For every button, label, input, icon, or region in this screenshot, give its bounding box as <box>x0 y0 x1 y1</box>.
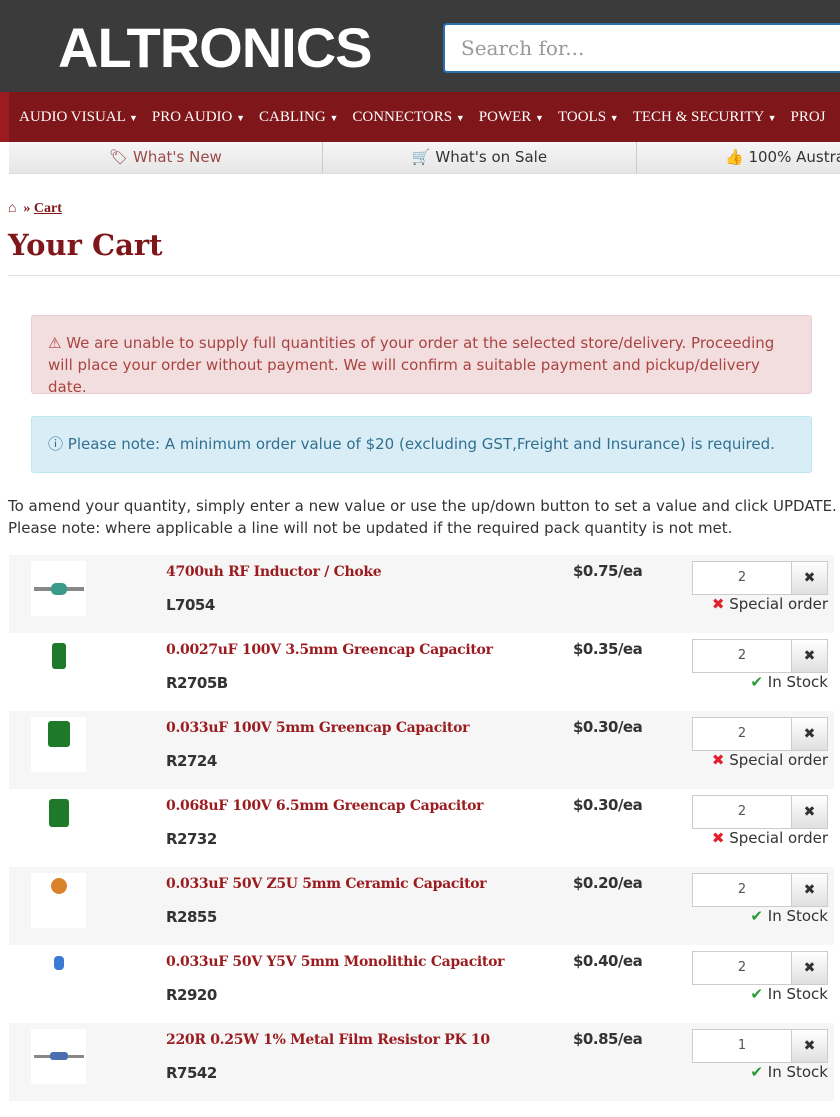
product-code: R2855 <box>166 908 217 926</box>
quantity-input[interactable]: 2 <box>692 873 792 907</box>
check-icon: ✔ <box>750 1063 763 1081</box>
product-name-link[interactable]: 0.033uF 100V 5mm Greencap Capacitor <box>166 720 470 736</box>
product-image[interactable] <box>31 1029 86 1084</box>
product-code: R2724 <box>166 752 217 770</box>
product-image[interactable] <box>31 717 86 772</box>
stock-status: ✔ In Stock <box>750 673 828 691</box>
unit-price: $0.75/ea <box>573 562 643 580</box>
remove-button[interactable]: ✖ <box>791 951 828 985</box>
x-icon: ✖ <box>711 829 725 847</box>
remove-button[interactable]: ✖ <box>791 561 828 595</box>
nav-audio-visual[interactable]: AUDIO VISUAL ▼ <box>19 108 138 125</box>
whats-on-sale-link[interactable]: 🛒 What's on Sale <box>323 142 637 173</box>
product-image[interactable] <box>31 561 86 616</box>
product-name-link[interactable]: 220R 0.25W 1% Metal Film Resistor PK 10 <box>166 1032 490 1048</box>
australian-link[interactable]: 👍 100% Austral <box>725 148 840 166</box>
product-code: R2920 <box>166 986 217 1004</box>
remove-icon: ✖ <box>803 882 816 898</box>
remove-icon: ✖ <box>803 648 816 664</box>
cart-row: 0.033uF 50V Z5U 5mm Ceramic Capacitor R2… <box>9 867 834 945</box>
main-nav: AUDIO VISUAL ▼ PRO AUDIO ▼ CABLING ▼ CON… <box>0 92 840 142</box>
unit-price: $0.85/ea <box>573 1030 643 1048</box>
cart-icon: 🛒 <box>411 148 431 166</box>
product-code: L7054 <box>166 596 215 614</box>
quantity-input[interactable]: 2 <box>692 795 792 829</box>
breadcrumb: ⌂ » Cart <box>8 201 62 216</box>
check-icon: ✔ <box>750 907 763 925</box>
stock-status: ✖ Special order <box>711 595 828 613</box>
product-name-link[interactable]: 0.0027uF 100V 3.5mm Greencap Capacitor <box>166 642 493 658</box>
nav-tech-security[interactable]: TECH & SECURITY ▼ <box>632 108 777 125</box>
product-image[interactable] <box>31 639 86 694</box>
tags-icon: 🏷 <box>109 148 129 166</box>
sub-nav: 🏷 What's New 🛒 What's on Sale 👍 100% Aus… <box>9 142 840 174</box>
cart-row: 220R 0.25W 1% Metal Film Resistor PK 10 … <box>9 1023 834 1101</box>
warning-icon: ⚠ <box>48 334 62 352</box>
whats-new-link[interactable]: 🏷 What's New <box>9 142 323 173</box>
check-icon: ✔ <box>750 985 763 1003</box>
quantity-input[interactable]: 2 <box>692 717 792 751</box>
unit-price: $0.35/ea <box>573 640 643 658</box>
unit-price: $0.20/ea <box>573 874 643 892</box>
instructions: To amend your quantity, simply enter a n… <box>8 497 837 537</box>
info-alert: ⓘ Please note: A minimum order value of … <box>31 416 812 473</box>
nav-pro-audio[interactable]: PRO AUDIO ▼ <box>151 108 246 125</box>
search-input[interactable]: Search for... <box>443 23 840 73</box>
cart-row: 0.0027uF 100V 3.5mm Greencap Capacitor R… <box>9 633 834 711</box>
product-name-link[interactable]: 4700uh RF Inductor / Choke <box>166 564 382 580</box>
remove-icon: ✖ <box>803 960 816 976</box>
stock-status: ✔ In Stock <box>750 907 828 925</box>
stock-status: ✖ Special order <box>711 829 828 847</box>
remove-button[interactable]: ✖ <box>791 717 828 751</box>
cart-row: 0.068uF 100V 6.5mm Greencap Capacitor R2… <box>9 789 834 867</box>
unit-price: $0.30/ea <box>573 718 643 736</box>
remove-icon: ✖ <box>803 570 816 586</box>
product-code: R2732 <box>166 830 217 848</box>
divider <box>8 275 840 276</box>
unit-price: $0.30/ea <box>573 796 643 814</box>
nav-cabling[interactable]: CABLING ▼ <box>259 108 339 125</box>
logo[interactable]: ALTRONICS <box>58 16 372 79</box>
warning-alert: ⚠ We are unable to supply full quantitie… <box>31 315 812 396</box>
cart-row: 0.033uF 50V Y5V 5mm Monolithic Capacitor… <box>9 945 834 1023</box>
product-image[interactable] <box>31 873 86 928</box>
product-name-link[interactable]: 0.033uF 50V Z5U 5mm Ceramic Capacitor <box>166 876 487 892</box>
remove-button[interactable]: ✖ <box>791 873 828 907</box>
home-icon[interactable]: ⌂ <box>8 201 17 216</box>
stock-status: ✖ Special order <box>711 751 828 769</box>
quantity-input[interactable]: 1 <box>692 1029 792 1063</box>
header: ALTRONICS Search for... <box>0 0 840 92</box>
product-image[interactable] <box>31 951 86 1006</box>
nav-tools[interactable]: TOOLS ▼ <box>557 108 619 125</box>
stock-status: ✔ In Stock <box>750 1063 828 1081</box>
remove-button[interactable]: ✖ <box>791 1029 828 1063</box>
quantity-input[interactable]: 2 <box>692 639 792 673</box>
cart-row: 0.033uF 100V 5mm Greencap Capacitor R272… <box>9 711 834 789</box>
nav-projects[interactable]: PROJ <box>790 108 826 125</box>
breadcrumb-cart[interactable]: Cart <box>33 201 62 216</box>
remove-button[interactable]: ✖ <box>791 639 828 673</box>
product-code: R7542 <box>166 1064 217 1082</box>
stock-status: ✔ In Stock <box>750 985 828 1003</box>
product-code: R2705B <box>166 674 228 692</box>
remove-icon: ✖ <box>803 1038 816 1054</box>
thumbs-up-icon: 👍 <box>725 148 744 166</box>
cart-row: 4700uh RF Inductor / Choke L7054 $0.75/e… <box>9 555 834 633</box>
product-name-link[interactable]: 0.068uF 100V 6.5mm Greencap Capacitor <box>166 798 484 814</box>
quantity-input[interactable]: 2 <box>692 951 792 985</box>
product-image[interactable] <box>31 795 86 850</box>
remove-icon: ✖ <box>803 726 816 742</box>
unit-price: $0.40/ea <box>573 952 643 970</box>
info-icon: ⓘ <box>48 435 64 453</box>
quantity-input[interactable]: 2 <box>692 561 792 595</box>
remove-button[interactable]: ✖ <box>791 795 828 829</box>
page-title: Your Cart <box>8 228 163 262</box>
nav-connectors[interactable]: CONNECTORS ▼ <box>352 108 465 125</box>
product-name-link[interactable]: 0.033uF 50V Y5V 5mm Monolithic Capacitor <box>166 954 505 970</box>
nav-power[interactable]: POWER ▼ <box>478 108 544 125</box>
check-icon: ✔ <box>750 673 763 691</box>
x-icon: ✖ <box>711 751 725 769</box>
remove-icon: ✖ <box>803 804 816 820</box>
x-icon: ✖ <box>711 595 725 613</box>
